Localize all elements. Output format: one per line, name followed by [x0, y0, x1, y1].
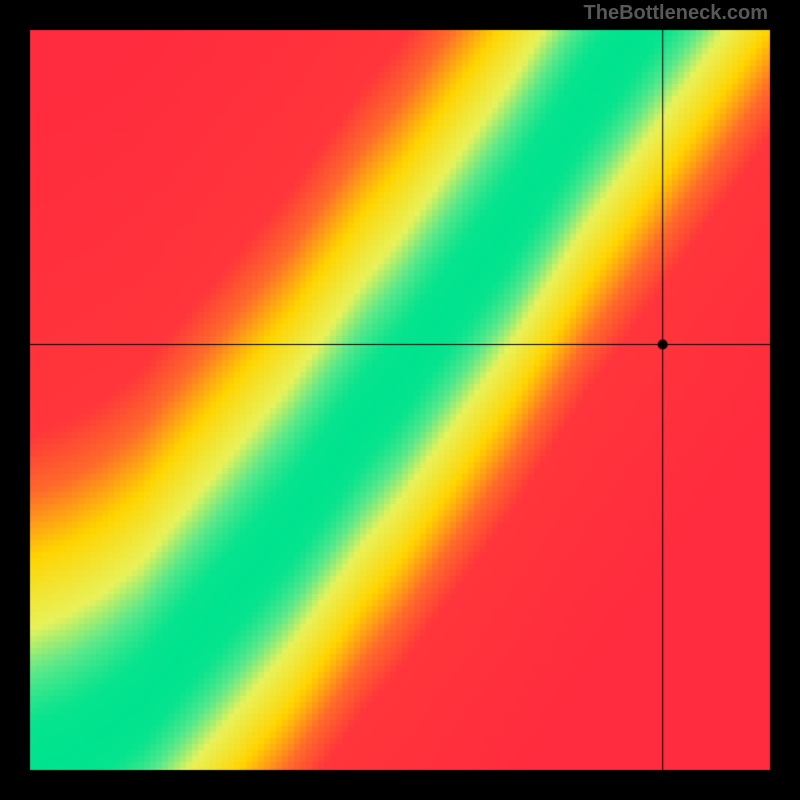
chart-container: TheBottleneck.com — [0, 0, 800, 800]
watermark-text: TheBottleneck.com — [584, 2, 768, 25]
heatmap-canvas — [0, 0, 800, 800]
